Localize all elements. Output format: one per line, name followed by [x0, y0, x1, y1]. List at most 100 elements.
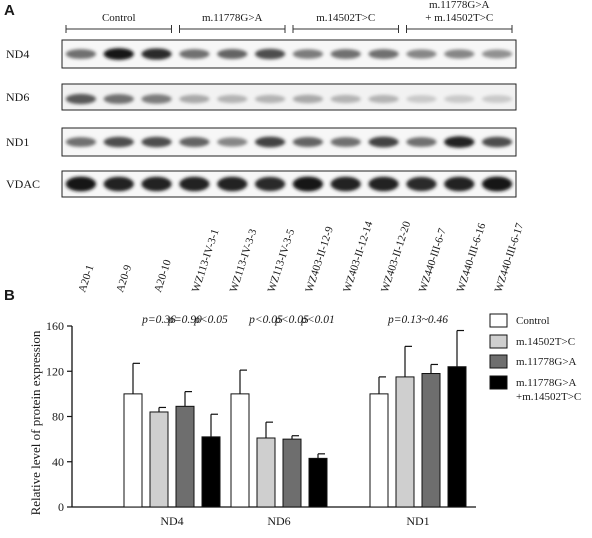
blot-frame: [61, 83, 517, 111]
blot-band: [406, 49, 437, 59]
panel-b-label: B: [4, 287, 15, 304]
blot-band: [368, 176, 399, 192]
lane-label: WZ403-II-12-9: [303, 225, 336, 294]
bar: [308, 457, 328, 508]
bar: [256, 437, 276, 508]
blot-band: [179, 176, 210, 192]
blot-label-nd4: ND4: [6, 47, 29, 61]
blot-band: [141, 176, 172, 192]
p-value-annotations: p=0.36p=0.90p<0.05 p<0.05p<0.05p<0.01 p=0.…: [141, 314, 448, 326]
legend-swatch: [489, 313, 508, 328]
blot-band: [141, 136, 172, 148]
y-axis-label: Relative level of protein expression: [28, 330, 43, 515]
blot-band: [179, 137, 210, 147]
blot-band: [444, 49, 475, 59]
blot-band: [254, 136, 286, 148]
lane-label: WZ440-III-6-17: [493, 221, 527, 294]
blot-band: [217, 94, 248, 104]
bar: [421, 373, 441, 508]
blot-band: [444, 176, 475, 192]
blot-band: [444, 95, 475, 103]
legend: Control m.14502T>C m.11778G>A m.11778G>A +m.…: [489, 313, 581, 403]
blot-band: [217, 49, 248, 59]
blot-band: [481, 176, 513, 192]
blot-frame: [61, 127, 517, 157]
blot-band: [292, 94, 324, 104]
x-tick-label: ND1: [406, 514, 429, 528]
blot-band: [368, 49, 399, 59]
p-value-annotation: p<0.05: [248, 314, 283, 326]
blot-frame: [61, 170, 517, 198]
group-header-label: m.11778G>A: [429, 0, 490, 11]
group-header-label: Control: [102, 12, 136, 24]
y-tick-label: 160: [46, 319, 64, 333]
lane-label: WZ403-II-12-20: [379, 219, 413, 293]
legend-label: m.14502T>C: [516, 336, 575, 348]
bar: [447, 366, 467, 508]
bar: [149, 411, 169, 508]
legend-swatch: [489, 375, 508, 390]
p-value-annotation: p<0.05: [274, 314, 309, 326]
blot-band: [292, 137, 324, 147]
blot-band: [481, 49, 513, 59]
bars: [123, 329, 467, 508]
panel-a-label: A: [4, 2, 15, 19]
bar-chart: Relative level of protein expression 0 40…: [28, 314, 476, 528]
blot-band: [141, 48, 172, 60]
blot-label-nd1: ND1: [6, 135, 29, 149]
blot-band: [103, 48, 134, 60]
blot-band: [254, 48, 286, 60]
x-tick-labels: ND4 ND6 ND1: [160, 514, 429, 528]
y-tick-label: 0: [58, 500, 64, 514]
blot-band: [292, 49, 324, 59]
lane-label: A20-1: [76, 263, 96, 293]
blot-band: [65, 93, 97, 105]
legend-label: +m.14502T>C: [516, 391, 581, 403]
lane-label: WZ440-III-6-7: [417, 226, 449, 294]
blot-band: [103, 136, 134, 148]
blot-band: [292, 176, 324, 192]
p-value-annotation: p<0.01: [300, 314, 335, 326]
group-header-label: m.11778G>A: [202, 12, 263, 24]
p-value-annotation: p=0.36: [141, 314, 176, 326]
y-tick-label: 80: [52, 410, 64, 424]
blot-band: [65, 49, 97, 59]
p-value-annotation: p=0.13~0.46: [387, 314, 448, 326]
lane-label: WZ113-IV-3-5: [266, 227, 298, 294]
p-value-annotation: p<0.05: [193, 314, 228, 326]
blot-label-nd6: ND6: [6, 90, 29, 104]
blot-band: [217, 176, 248, 192]
legend-label: m.11778G>A: [516, 377, 577, 389]
blot-frame: [61, 39, 517, 69]
blot-band: [254, 94, 286, 104]
blot-label-vdac: VDAC: [6, 177, 40, 191]
legend-swatch: [489, 354, 508, 369]
legend-label: m.11778G>A: [516, 356, 577, 368]
blot-band: [368, 136, 399, 148]
blot-band: [406, 95, 437, 103]
blot-band: [141, 94, 172, 104]
lane-label: A20-10: [152, 258, 174, 294]
bar: [123, 393, 143, 508]
group-headers: Control m.11778G>A m.14502T>Cm.11778G>A+ m…: [65, 0, 513, 33]
lane-labels: A20-1 A20-9 A20-10 WZ113-IV-3-1 WZ113-IV-3-3…: [76, 219, 526, 293]
blot-band: [406, 176, 437, 192]
blot-band: [406, 137, 437, 147]
lane-label: WZ113-IV-3-3: [228, 227, 260, 294]
blot-band: [444, 136, 475, 148]
blot-band: [179, 94, 210, 104]
blot-band: [481, 136, 513, 148]
blot-band: [330, 176, 361, 192]
p-value-annotation: p=0.90: [167, 314, 202, 326]
western-blots: ND4 ND6 ND1 VDAC: [6, 39, 517, 198]
blot-band: [103, 94, 134, 104]
lane-label: A20-9: [114, 263, 134, 294]
lane-label: WZ403-II-12-14: [341, 219, 375, 293]
blot-band: [179, 49, 210, 59]
bar: [282, 438, 302, 508]
blot-band: [368, 94, 399, 104]
bar: [175, 405, 195, 508]
blot-band: [330, 94, 361, 104]
y-tick-label: 40: [52, 455, 64, 469]
